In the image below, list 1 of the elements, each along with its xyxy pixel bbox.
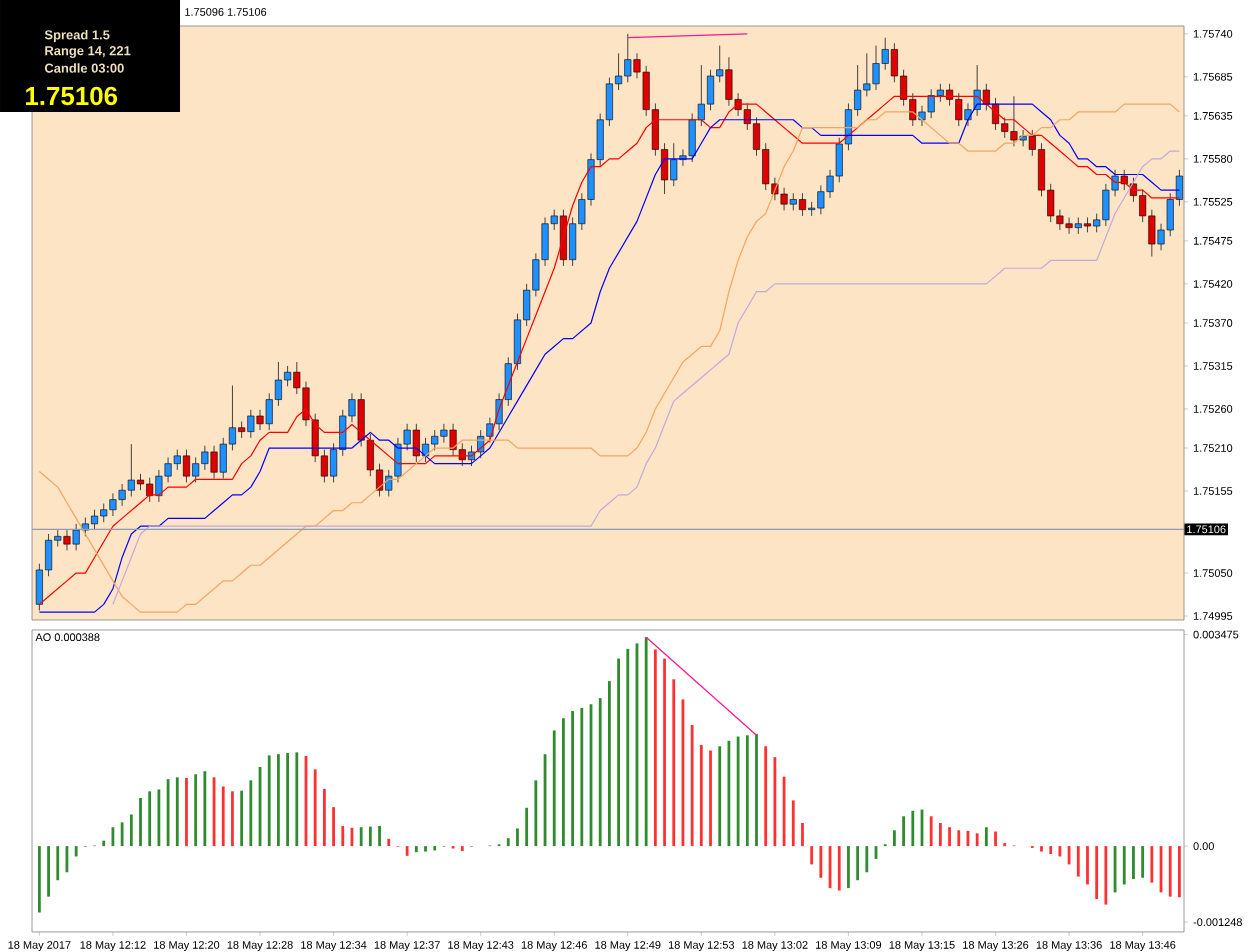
annotation: 1.75106 — [26, 86, 118, 106]
